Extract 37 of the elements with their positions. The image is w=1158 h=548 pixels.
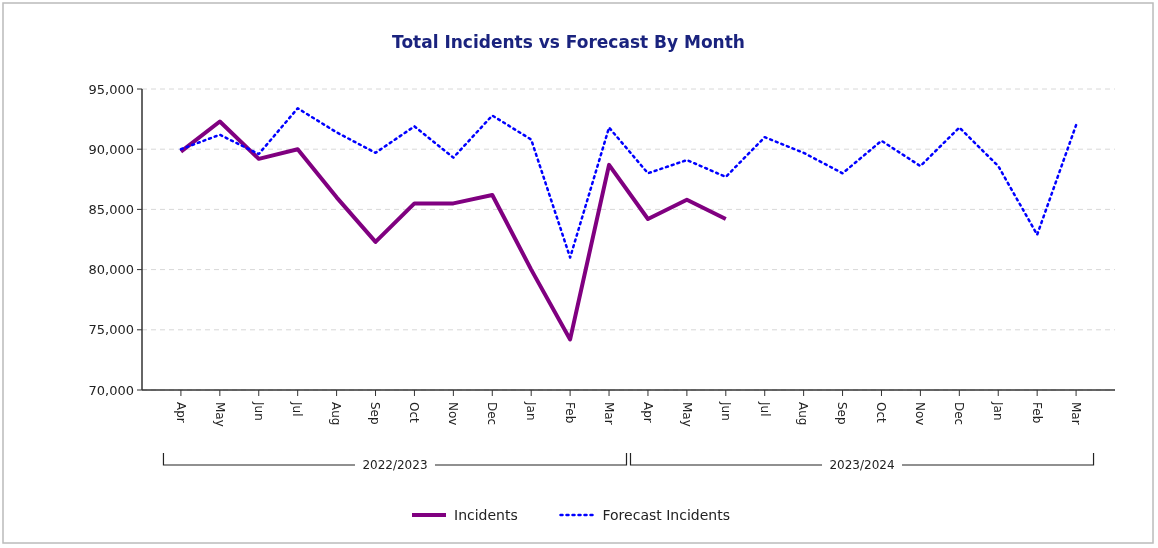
x-tick-label: Mar bbox=[601, 402, 616, 425]
x-tick-label: Nov bbox=[446, 402, 461, 426]
y-tick-label: 95,000 bbox=[88, 81, 134, 97]
x-tick-label: May bbox=[679, 402, 694, 427]
y-tick-label: 70,000 bbox=[88, 382, 134, 398]
x-tick-label: Jun bbox=[718, 401, 733, 421]
x-tick-label: Jul bbox=[290, 401, 305, 417]
x-tick-label: Sep bbox=[835, 402, 850, 425]
legend-label: Forecast Incidents bbox=[602, 506, 730, 523]
x-tick-label: Jan bbox=[991, 401, 1006, 421]
x-tick-label: Mar bbox=[1068, 402, 1083, 425]
chart-title: Total Incidents vs Forecast By Month bbox=[392, 32, 745, 52]
y-tick-label: 85,000 bbox=[88, 201, 134, 217]
x-tick-label: May bbox=[212, 402, 227, 427]
x-tick-label: Jan bbox=[524, 401, 538, 421]
x-tick-label: Oct bbox=[407, 402, 422, 424]
x-tick-label: Jun bbox=[251, 401, 266, 421]
x-tick-label: Sep bbox=[368, 402, 383, 425]
x-tick-label: Dec bbox=[485, 402, 500, 426]
x-tick-label: Dec bbox=[952, 402, 967, 426]
x-tick-label: Oct bbox=[874, 402, 889, 424]
legend-label: Incidents bbox=[454, 506, 518, 523]
y-tick-label: 80,000 bbox=[88, 262, 134, 278]
x-tick-label: Aug bbox=[796, 402, 811, 426]
x-tick-label: Feb bbox=[562, 402, 577, 424]
x-tick-label: Apr bbox=[173, 402, 188, 423]
y-tick-label: 90,000 bbox=[88, 141, 134, 157]
text: 2022/2023 bbox=[362, 458, 428, 473]
line-series bbox=[179, 107, 1078, 259]
y-tick-label: 75,000 bbox=[88, 322, 134, 338]
line-series bbox=[178, 119, 728, 342]
x-tick-label: Feb bbox=[1029, 402, 1044, 424]
x-tick-label: Apr bbox=[640, 402, 655, 423]
text: 2023/2024 bbox=[829, 458, 895, 473]
x-tick-label: Nov bbox=[913, 402, 928, 426]
x-tick-label: Jul bbox=[757, 401, 772, 417]
x-tick-label: Aug bbox=[329, 402, 344, 426]
